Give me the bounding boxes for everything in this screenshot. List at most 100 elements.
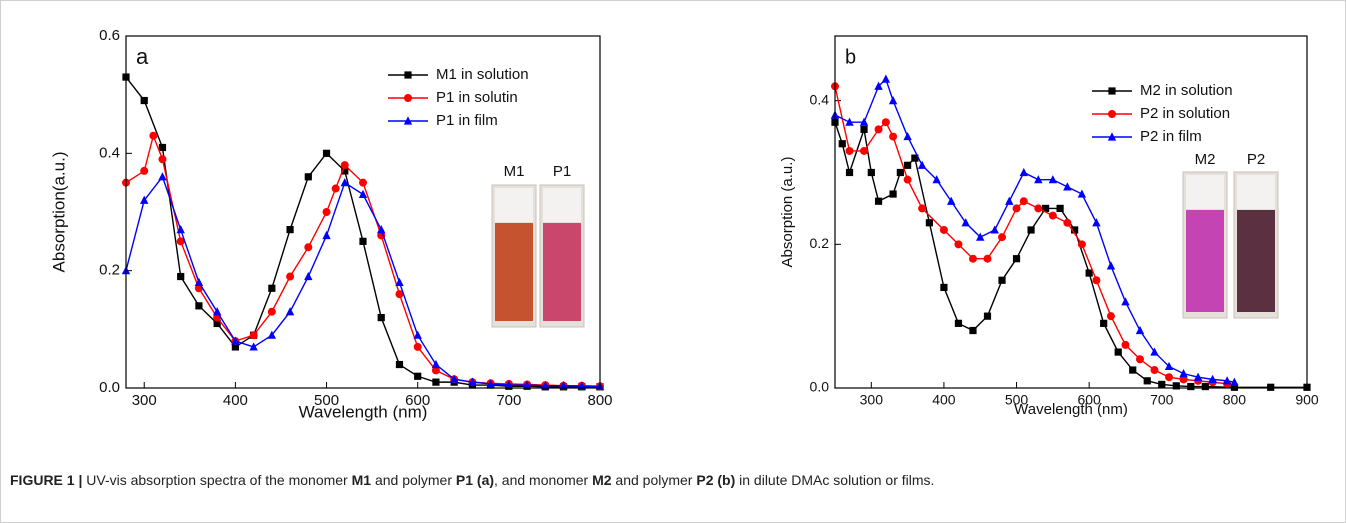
marker — [1092, 276, 1101, 285]
marker — [1150, 366, 1159, 375]
marker — [140, 195, 149, 204]
vial-label: P2 — [1247, 151, 1265, 168]
x-tick-label: 600 — [405, 392, 430, 409]
vial-cap — [1186, 175, 1224, 209]
marker — [1143, 377, 1151, 385]
marker — [1085, 269, 1093, 277]
marker — [1106, 261, 1116, 270]
marker — [177, 272, 185, 281]
marker — [1121, 297, 1130, 306]
x-axis-label: Wavelength (nm) — [299, 402, 428, 421]
marker — [522, 380, 532, 389]
marker — [340, 178, 349, 187]
x-tick-label: 500 — [314, 392, 339, 409]
marker — [961, 218, 970, 227]
marker — [285, 307, 295, 316]
x-tick-label: 800 — [1223, 392, 1247, 408]
marker — [1071, 226, 1079, 234]
marker — [413, 330, 422, 339]
marker — [1063, 218, 1072, 227]
y-tick-label: 0.6 — [99, 27, 120, 44]
marker — [889, 132, 898, 141]
marker — [486, 379, 495, 388]
marker — [1041, 204, 1050, 213]
marker — [874, 81, 883, 90]
marker — [158, 172, 167, 181]
marker — [267, 307, 276, 316]
marker — [140, 166, 149, 175]
x-tick-label: 400 — [223, 392, 248, 409]
y-axis-label: Absorption (a.u.) — [779, 157, 796, 268]
marker — [1187, 382, 1195, 391]
marker — [896, 168, 904, 177]
y-tick-label: 0.2 — [99, 262, 120, 279]
marker — [954, 240, 963, 249]
marker — [917, 160, 927, 169]
legend-label: P1 in solutin — [436, 89, 518, 106]
vial-cap — [1237, 175, 1275, 209]
marker — [249, 331, 258, 340]
marker — [559, 381, 568, 390]
vial-label: P1 — [553, 163, 571, 180]
marker — [413, 342, 422, 351]
marker — [968, 254, 977, 263]
x-tick-label: 700 — [1150, 392, 1174, 408]
marker — [249, 342, 258, 351]
marker — [286, 272, 295, 281]
marker — [838, 140, 846, 148]
marker — [1222, 376, 1232, 385]
marker — [1179, 375, 1188, 384]
marker — [983, 254, 992, 263]
marker — [1135, 325, 1145, 335]
marker — [940, 283, 948, 292]
marker — [932, 175, 941, 184]
caption-text: P1 (a) — [455, 472, 495, 488]
marker — [1172, 382, 1180, 390]
marker — [998, 233, 1007, 242]
marker — [149, 131, 158, 140]
marker — [1034, 204, 1043, 213]
y-tick-label: 0.4 — [810, 91, 830, 107]
marker — [404, 94, 412, 102]
marker — [1106, 312, 1115, 321]
y-tick-label: 0.0 — [99, 379, 120, 396]
marker — [432, 378, 440, 386]
marker — [874, 197, 883, 205]
marker — [304, 271, 313, 281]
marker — [946, 196, 956, 205]
marker — [359, 237, 367, 245]
marker — [881, 74, 891, 83]
marker — [1012, 255, 1021, 263]
marker — [990, 225, 999, 234]
vial-liquid — [1237, 210, 1275, 312]
x-tick-label: 300 — [132, 392, 157, 409]
marker — [1092, 218, 1101, 227]
x-tick-label: 700 — [496, 392, 521, 409]
marker — [212, 307, 222, 316]
caption-text: P2 (b) — [696, 472, 736, 488]
caption-text: M1 — [351, 472, 372, 488]
marker — [1158, 380, 1166, 389]
marker — [954, 319, 963, 327]
marker — [860, 146, 869, 155]
y-tick-label: 0.2 — [810, 235, 830, 251]
caption-text: in dilute DMAc solution or films. — [735, 472, 935, 488]
legend-label: P2 in solution — [1140, 105, 1230, 122]
x-tick-label: 900 — [1295, 392, 1319, 408]
marker — [1179, 369, 1188, 378]
marker — [468, 377, 477, 386]
vial-liquid — [543, 223, 581, 321]
marker — [541, 381, 550, 390]
marker — [268, 284, 276, 292]
marker — [925, 219, 933, 227]
marker — [286, 226, 294, 234]
chart-panel: 300 400 500 600 700 800 0.0 0.2 0.4 0.6 M1 in solu… — [49, 27, 612, 422]
x-tick-label: 500 — [1005, 392, 1029, 408]
marker — [1208, 374, 1217, 383]
figure: 300 400 500 600 700 800 0.0 0.2 0.4 0.6 M1 in solu… — [49, 27, 1319, 422]
panel-label: b — [845, 46, 856, 68]
marker — [860, 125, 868, 133]
marker — [194, 277, 204, 286]
marker — [1107, 132, 1117, 141]
x-tick-label: 400 — [932, 392, 956, 408]
